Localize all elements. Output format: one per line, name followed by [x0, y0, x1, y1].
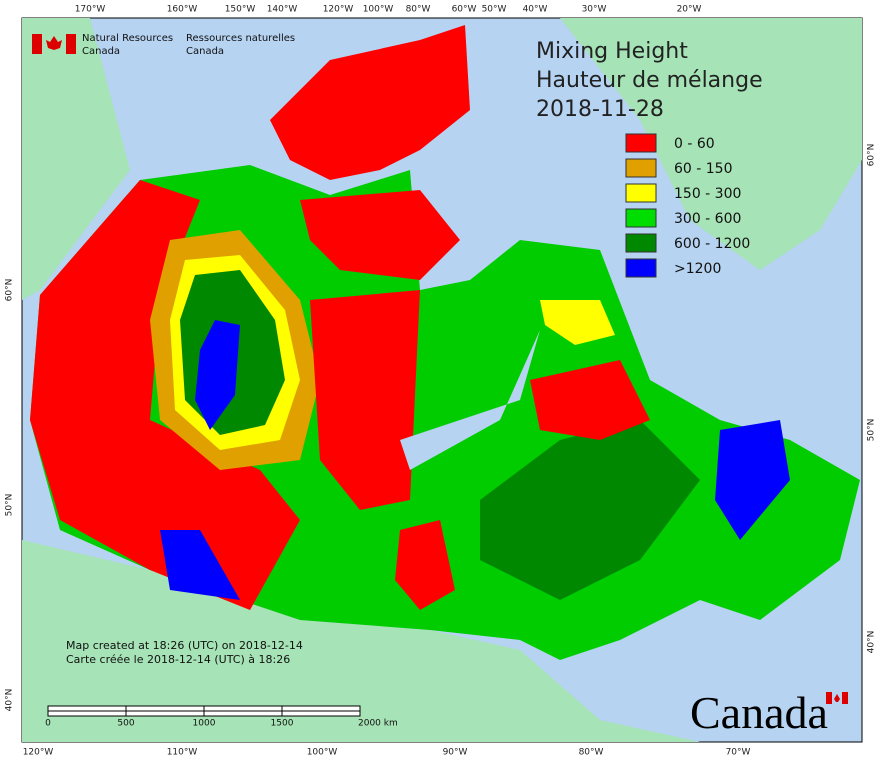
- legend-swatch: [625, 183, 657, 203]
- agency-en: Natural Resources: [82, 33, 173, 44]
- zone-600: [480, 420, 700, 600]
- legend-label: 150 - 300: [674, 186, 741, 202]
- scale-label: 1500: [271, 719, 294, 729]
- longitude-label: 140°W: [267, 5, 298, 15]
- longitude-label: 110°W: [167, 748, 198, 758]
- scale-label: 2000 km: [358, 719, 398, 729]
- map-title: 2018-11-28: [536, 97, 664, 122]
- zone-0-arctic: [270, 25, 470, 180]
- scale-label: 0: [45, 719, 51, 729]
- scale-label: 1000: [193, 719, 216, 729]
- longitude-label: 80°W: [579, 748, 604, 758]
- greenland: [560, 18, 862, 270]
- flag-bar: [66, 34, 76, 54]
- longitude-label: 40°W: [523, 5, 548, 15]
- latitude-label: 50°N: [867, 419, 877, 442]
- legend-swatch: [625, 158, 657, 178]
- longitude-label: 120°W: [23, 748, 54, 758]
- map-note: Map created at 18:26 (UTC) on 2018-12-14: [66, 639, 303, 652]
- agency-en: Canada: [82, 46, 120, 57]
- zone-0-islands: [300, 190, 460, 280]
- zone-1200-mid: [195, 320, 240, 430]
- zone-150-baffin: [540, 300, 615, 345]
- hudson-bay: [400, 330, 540, 470]
- wordmark-flag: [826, 692, 848, 704]
- longitude-label: 70°W: [726, 748, 751, 758]
- scale-segment: [281, 710, 361, 717]
- map-title: Mixing Height: [536, 39, 688, 64]
- legend-label: 60 - 150: [674, 161, 733, 177]
- canada-wordmark: Canada: [690, 687, 828, 738]
- legend-swatch: [625, 133, 657, 153]
- legend-swatch: [625, 258, 657, 278]
- agency-logo: [32, 34, 76, 54]
- longitude-label: 20°W: [677, 5, 702, 15]
- flag-bar: [826, 692, 832, 704]
- legend-swatch: [625, 233, 657, 253]
- latitude-label: 60°N: [867, 144, 877, 167]
- latitude-label: 60°N: [5, 279, 15, 302]
- map-note: Carte créée le 2018-12-14 (UTC) à 18:26: [66, 653, 290, 666]
- scale-segment: [281, 705, 361, 712]
- flag-leaf: [46, 36, 62, 50]
- latitude-label: 50°N: [5, 494, 15, 517]
- zone-0-ontario: [395, 520, 455, 610]
- flag-bar: [842, 692, 848, 704]
- longitude-label: 100°W: [307, 748, 338, 758]
- map-title: Hauteur de mélange: [536, 68, 763, 93]
- longitude-label: 80°W: [406, 5, 431, 15]
- basemap: [22, 18, 862, 742]
- longitude-label: 120°W: [323, 5, 354, 15]
- scale-segment: [125, 705, 205, 712]
- scale-segment: [47, 705, 127, 712]
- scale-segment: [125, 710, 205, 717]
- zone-0-quebec: [530, 360, 650, 440]
- flag-bar: [32, 34, 42, 54]
- agency-fr: Canada: [186, 46, 224, 57]
- zone-0-west: [30, 180, 300, 610]
- longitude-label: 50°W: [482, 5, 507, 15]
- latitude-label: 40°N: [867, 631, 877, 654]
- longitude-label: 90°W: [443, 748, 468, 758]
- legend-label: 300 - 600: [674, 211, 741, 227]
- longitude-label: 60°W: [452, 5, 477, 15]
- legend-swatch: [625, 208, 657, 228]
- zone-1200-east: [715, 420, 790, 540]
- scale-segment: [47, 710, 127, 717]
- zone-1200-bc: [160, 530, 240, 600]
- longitude-label: 170°W: [75, 5, 106, 15]
- longitude-label: 30°W: [582, 5, 607, 15]
- legend-label: >1200: [674, 261, 721, 277]
- scale-segment: [203, 710, 283, 717]
- agency-fr: Ressources naturelles: [186, 33, 295, 44]
- latitude-label: 40°N: [5, 689, 15, 712]
- longitude-label: 100°W: [363, 5, 394, 15]
- scale-label: 500: [117, 719, 134, 729]
- longitude-label: 150°W: [225, 5, 256, 15]
- longitude-label: 160°W: [167, 5, 198, 15]
- alaska: [22, 18, 130, 300]
- scale-segment: [203, 705, 283, 712]
- flag-leaf: [834, 694, 840, 702]
- legend-label: 600 - 1200: [674, 236, 750, 252]
- legend-label: 0 - 60: [674, 136, 715, 152]
- zone-0-central: [310, 290, 420, 510]
